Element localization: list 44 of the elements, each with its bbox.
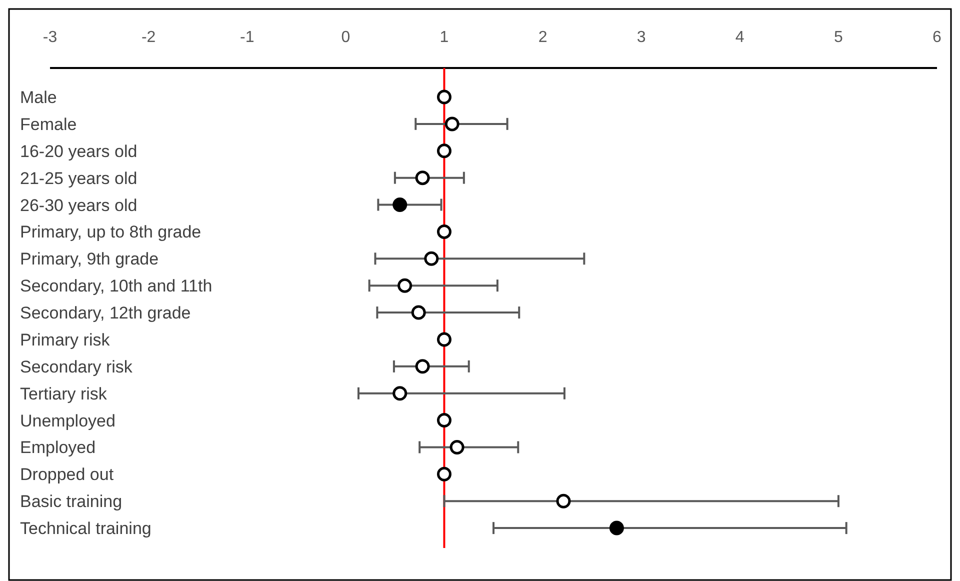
point bbox=[436, 144, 452, 158]
point bbox=[444, 116, 460, 132]
point bbox=[436, 413, 452, 428]
y-tick-label: Male bbox=[20, 88, 57, 107]
point bbox=[556, 494, 571, 508]
x-tick-label: 3 bbox=[636, 29, 646, 46]
point bbox=[450, 440, 464, 454]
x-tick-label: 2 bbox=[538, 29, 548, 46]
y-tick-label: 21-25 years old bbox=[20, 168, 138, 188]
point bbox=[609, 520, 624, 536]
y-tick-label: Tertiary risk bbox=[20, 384, 108, 404]
y-tick-label: 16-20 years old bbox=[20, 142, 138, 161]
x-tick-label: 6 bbox=[932, 29, 942, 46]
y-tick-label: Employed bbox=[20, 438, 96, 458]
y-tick-label: Secondary, 12th grade bbox=[20, 304, 191, 323]
y-tick-label: 26-30 years old bbox=[20, 196, 138, 215]
point bbox=[436, 90, 452, 104]
y-tick-label: Basic training bbox=[20, 492, 122, 512]
point bbox=[424, 251, 439, 266]
point bbox=[436, 224, 452, 239]
y-tick-label: Primary, up to 8th grade bbox=[20, 222, 202, 242]
y-tick-label: Dropped out bbox=[20, 465, 114, 484]
x-tick-label: -1 bbox=[240, 29, 254, 46]
point bbox=[415, 170, 430, 186]
y-tick-label: Secondary, 10th and 11th bbox=[20, 276, 212, 296]
point bbox=[392, 198, 408, 212]
point bbox=[415, 359, 430, 374]
x-tick-label: -2 bbox=[141, 29, 156, 46]
x-tick-label: 5 bbox=[834, 29, 843, 46]
y-tick-label: Technical training bbox=[20, 519, 152, 538]
y-tick-label: Female bbox=[20, 114, 77, 134]
y-tick-label: Secondary risk bbox=[20, 357, 133, 376]
point bbox=[398, 278, 412, 293]
point bbox=[411, 305, 426, 320]
x-tick-label: -3 bbox=[42, 29, 58, 46]
point bbox=[436, 332, 452, 347]
x-tick-label: 0 bbox=[341, 29, 350, 46]
point bbox=[436, 466, 452, 482]
y-tick-label: Primary, 9th grade bbox=[20, 250, 159, 269]
x-tick-label: 4 bbox=[735, 29, 744, 46]
point bbox=[392, 386, 408, 401]
y-tick-label: Primary risk bbox=[20, 330, 110, 350]
y-tick-label: Unemployed bbox=[20, 411, 116, 430]
x-tick-label: 1 bbox=[440, 29, 449, 46]
